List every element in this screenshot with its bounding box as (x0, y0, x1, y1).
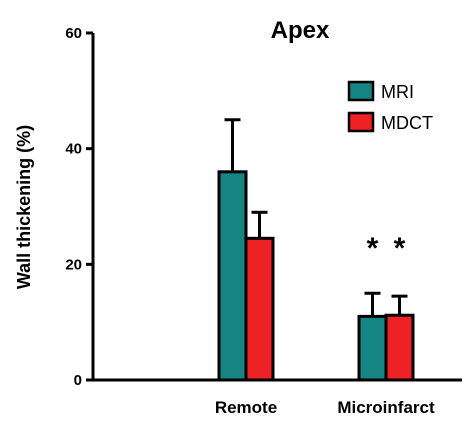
legend-label-mdct: MDCT (381, 113, 433, 133)
x-category-label: Remote (215, 398, 277, 417)
y-tick-label: 40 (65, 141, 82, 158)
bar-mri (217, 170, 248, 382)
x-category-label: Microinfarct (337, 398, 435, 417)
chart-title: Apex (271, 17, 330, 44)
bar-mdct (384, 313, 415, 382)
bar-mri (357, 314, 388, 382)
significance-marker: * (367, 232, 379, 265)
bar-mdct (244, 236, 275, 382)
y-tick-label: 60 (65, 25, 82, 42)
legend: MRI MDCT (347, 80, 433, 133)
y-axis-label: Wall thickening (%) (14, 125, 34, 289)
legend-swatch-mdct (347, 111, 375, 133)
y-tick-label: 20 (65, 256, 82, 273)
legend-swatch-mri (347, 80, 375, 102)
bars: Remote Microinfarct * * (215, 118, 435, 417)
significance-marker: * (394, 232, 406, 265)
legend-label-mri: MRI (381, 82, 414, 102)
y-tick-label: 0 (74, 372, 82, 389)
